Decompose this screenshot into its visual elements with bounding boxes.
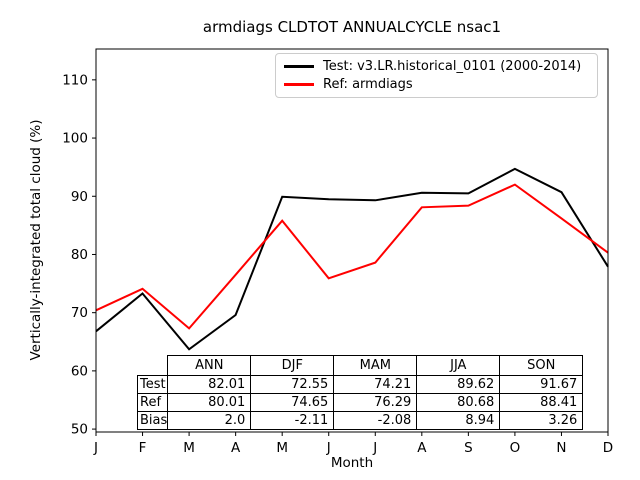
table-value-cell: 80.01 — [167, 393, 252, 412]
table-row: Bias 2.0 -2.11 -2.08 8.94 3.26 — [136, 411, 584, 430]
table-value-cell: 80.68 — [416, 393, 501, 412]
table-header-cell: DJF — [250, 355, 335, 376]
table-row-label: Test — [136, 375, 169, 394]
table-row-label: Ref — [136, 393, 169, 412]
table-value-cell: 72.55 — [250, 375, 335, 394]
table-value-cell: -2.11 — [250, 411, 335, 430]
table-row: Test 82.01 72.55 74.21 89.62 91.67 — [136, 375, 584, 394]
x-tick-label: A — [231, 440, 241, 456]
y-tick-label: 90 — [71, 189, 88, 205]
y-tick-label: 80 — [71, 247, 88, 263]
summary-table: ANN DJF MAM JJA SON Test 82.01 72.55 74.21 89.62 9… — [136, 355, 584, 430]
x-tick-label: M — [183, 440, 195, 456]
table-value-cell: 8.94 — [416, 411, 501, 430]
table-value-cell: 2.0 — [167, 411, 252, 430]
table-row: Ref 80.01 74.65 76.29 80.68 88.41 — [136, 393, 584, 412]
table-header-cell: MAM — [333, 355, 418, 376]
table-header-cell: JJA — [416, 355, 501, 376]
table-header-cell: SON — [499, 355, 584, 376]
x-tick-label: J — [372, 440, 377, 456]
chart-title: armdiags CLDTOT ANNUALCYCLE nsac1 — [202, 18, 502, 36]
table-value-cell: 82.01 — [167, 375, 252, 394]
x-tick-label: N — [556, 440, 566, 456]
table-value-cell: 89.62 — [416, 375, 501, 394]
y-tick-label: 50 — [71, 422, 88, 438]
legend: Test: v3.LR.historical_0101 (2000-2014) … — [275, 53, 598, 98]
legend-line-sample-ref — [284, 83, 314, 86]
table-value-cell: 74.65 — [250, 393, 335, 412]
table-blank-cell — [138, 356, 168, 376]
table-value-cell: 74.21 — [333, 375, 418, 394]
x-axis-label: Month — [330, 455, 374, 471]
table-header-row: ANN DJF MAM JJA SON — [138, 355, 584, 376]
series-line-1 — [95, 183, 609, 330]
legend-row-ref: Ref: armdiags — [284, 77, 597, 92]
table-value-cell: 3.26 — [499, 411, 584, 430]
x-tick-label: A — [417, 440, 427, 456]
legend-label-ref: Ref: armdiags — [323, 77, 413, 92]
series-line-0 — [95, 167, 609, 351]
x-tick-label: M — [276, 440, 288, 456]
legend-label-test: Test: v3.LR.historical_0101 (2000-2014) — [323, 59, 582, 74]
y-tick-label: 70 — [71, 305, 88, 321]
table-value-cell: -2.08 — [333, 411, 418, 430]
y-tick-label: 110 — [62, 72, 88, 88]
y-tick-label: 60 — [71, 363, 88, 379]
x-tick-label: J — [93, 440, 98, 456]
table-header-cell: ANN — [167, 355, 252, 376]
y-tick-label: 100 — [62, 131, 88, 147]
table-value-cell: 76.29 — [333, 393, 418, 412]
axes-frame — [95, 48, 609, 433]
table-value-cell: 91.67 — [499, 375, 584, 394]
x-tick-label: D — [603, 440, 613, 456]
legend-line-sample-test — [284, 65, 314, 68]
legend-row-test: Test: v3.LR.historical_0101 (2000-2014) — [284, 59, 597, 74]
table-row-label: Bias — [136, 411, 169, 430]
table-value-cell: 88.41 — [499, 393, 584, 412]
x-tick-label: O — [510, 440, 521, 456]
x-tick-label: F — [139, 440, 147, 456]
x-tick-label: S — [464, 440, 473, 456]
x-tick-label: J — [326, 440, 331, 456]
